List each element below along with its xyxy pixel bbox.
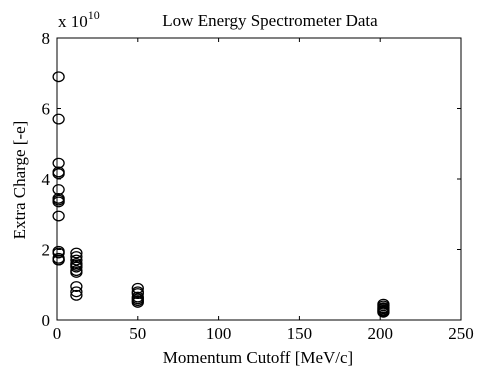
data-point bbox=[70, 251, 83, 262]
x-tick-label: 100 bbox=[206, 324, 232, 343]
chart-title: Low Energy Spectrometer Data bbox=[162, 11, 378, 30]
axis-ticks bbox=[56, 37, 462, 321]
data-point bbox=[52, 196, 65, 208]
data-point bbox=[52, 157, 65, 169]
data-point bbox=[52, 71, 65, 83]
x-tick-label: 50 bbox=[129, 324, 146, 343]
x-tick-label: 200 bbox=[367, 324, 393, 343]
data-point bbox=[131, 296, 144, 308]
y-tick-label: 8 bbox=[42, 29, 51, 48]
data-point bbox=[131, 288, 144, 300]
data-points bbox=[52, 71, 390, 318]
data-point bbox=[52, 254, 65, 266]
y-tick-label: 4 bbox=[42, 170, 51, 189]
x-tick-label: 150 bbox=[287, 324, 313, 343]
x-axis-label: Momentum Cutoff [MeV/c] bbox=[163, 348, 353, 367]
data-point bbox=[52, 210, 65, 222]
y-tick-label: 2 bbox=[42, 241, 51, 260]
data-point bbox=[70, 254, 83, 266]
data-point bbox=[131, 282, 144, 294]
data-point bbox=[70, 286, 83, 298]
y-tick-labels: 0 2 4 6 8 bbox=[42, 29, 51, 330]
data-point bbox=[70, 247, 83, 259]
x-tick-label: 0 bbox=[53, 324, 62, 343]
x-tick-label: 250 bbox=[448, 324, 474, 343]
x-tick-labels: 0 50 100 150 200 250 bbox=[53, 324, 474, 343]
data-point bbox=[70, 289, 83, 301]
data-point bbox=[52, 247, 65, 259]
data-point bbox=[70, 266, 83, 278]
data-point bbox=[377, 306, 390, 318]
data-point bbox=[52, 168, 65, 180]
y-multiplier: x 1010 bbox=[58, 8, 100, 31]
data-point bbox=[52, 184, 65, 196]
y-tick-label: 6 bbox=[42, 100, 51, 119]
data-point bbox=[70, 261, 83, 273]
plot-frame bbox=[56, 37, 462, 321]
data-point bbox=[70, 281, 83, 292]
y-tick-label: 0 bbox=[42, 311, 51, 330]
y-axis-label: Extra Charge [-e] bbox=[10, 121, 29, 240]
data-point bbox=[52, 113, 65, 125]
